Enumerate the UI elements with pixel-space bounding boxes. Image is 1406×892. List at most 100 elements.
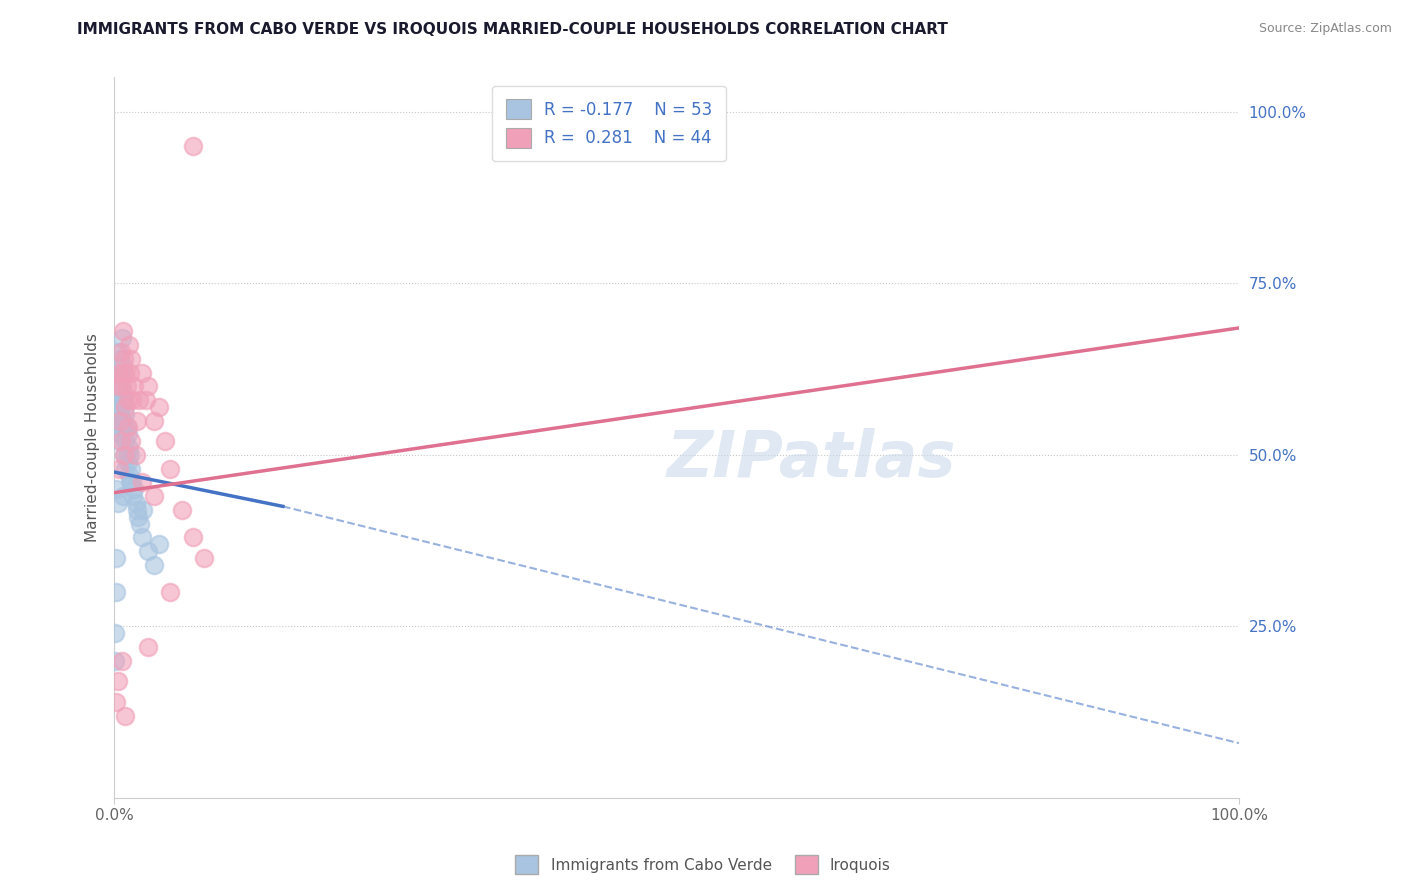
Point [104,626,127,640]
Point [136,544,159,558]
Point [105,482,128,496]
Point [148,400,170,414]
Point [107,392,129,407]
Point [125,503,148,517]
Point [111,331,134,345]
Point [121,475,143,490]
Point [114,366,136,380]
Point [124,496,146,510]
Point [107,366,129,380]
Point [124,482,146,496]
Legend: R = -0.177    N = 53, R =  0.281    N = 44: R = -0.177 N = 53, R = 0.281 N = 44 [492,86,725,161]
Point [112,414,135,428]
Point [112,448,135,462]
Point [112,392,135,407]
Point [114,407,136,421]
Point [108,414,131,428]
Point [114,708,136,723]
Point [111,420,134,434]
Point [110,345,132,359]
Point [110,400,132,414]
Point [110,427,132,442]
Point [135,392,157,407]
Point [127,509,149,524]
Text: IMMIGRANTS FROM CABO VERDE VS IROQUOIS MARRIED-COUPLE HOUSEHOLDS CORRELATION CHA: IMMIGRANTS FROM CABO VERDE VS IROQUOIS M… [77,22,948,37]
Point [118,448,141,462]
Point [142,489,165,503]
Point [111,379,134,393]
Point [112,359,135,373]
Point [132,503,155,517]
Point [107,400,129,414]
Point [159,461,181,475]
Point [107,345,129,359]
Point [112,489,135,503]
Point [111,654,134,668]
Point [131,366,153,380]
Point [142,414,165,428]
Point [120,461,142,475]
Point [148,537,170,551]
Point [111,366,134,380]
Point [115,379,138,393]
Point [107,434,129,449]
Point [114,400,136,414]
Point [115,420,138,434]
Point [193,550,215,565]
Point [110,434,132,449]
Text: ZIPatlas: ZIPatlas [666,428,956,491]
Legend: Immigrants from Cabo Verde, Iroquois: Immigrants from Cabo Verde, Iroquois [509,849,897,880]
Point [112,351,135,366]
Point [159,585,181,599]
Point [110,372,132,386]
Point [105,585,128,599]
Point [124,448,146,462]
Point [105,695,128,709]
Point [120,351,142,366]
Point [107,461,129,475]
Point [112,324,135,338]
Point [125,414,148,428]
Y-axis label: Married-couple Households: Married-couple Households [86,334,100,542]
Point [131,530,153,544]
Point [136,640,159,654]
Point [107,366,129,380]
Point [114,461,136,475]
Point [118,475,141,490]
Point [107,414,129,428]
Point [114,434,136,449]
Point [112,448,135,462]
Point [120,434,142,449]
Point [122,489,145,503]
Point [121,392,143,407]
Text: Source: ZipAtlas.com: Source: ZipAtlas.com [1258,22,1392,36]
Point [128,392,150,407]
Point [170,503,193,517]
Point [117,420,139,434]
Point [108,379,131,393]
Point [118,338,141,352]
Point [108,351,131,366]
Point [105,550,128,565]
Point [108,407,131,421]
Point [153,434,176,449]
Point [107,379,129,393]
Point [129,516,152,531]
Point [111,392,134,407]
Point [115,448,138,462]
Point [131,475,153,490]
Point [136,379,159,393]
Point [104,654,127,668]
Point [118,468,141,483]
Point [118,366,141,380]
Point [112,366,135,380]
Point [107,496,129,510]
Point [107,674,129,689]
Point [117,392,139,407]
Point [112,420,135,434]
Point [112,386,135,401]
Point [181,139,204,153]
Point [118,441,141,455]
Point [124,379,146,393]
Point [117,427,139,442]
